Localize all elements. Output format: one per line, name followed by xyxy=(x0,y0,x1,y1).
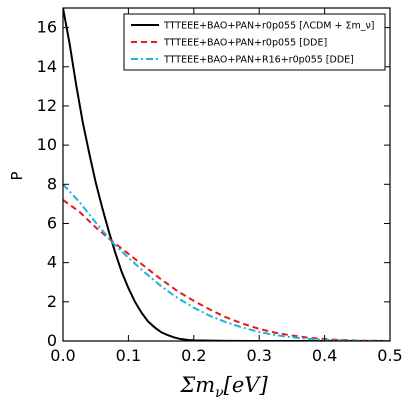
y-tick-label: 8 xyxy=(47,174,57,193)
y-tick-label: 6 xyxy=(47,213,57,232)
series-line-2 xyxy=(63,199,390,341)
x-tick-label: 0.4 xyxy=(312,346,337,365)
series-line-3 xyxy=(63,183,390,341)
y-tick-label: 14 xyxy=(37,57,57,76)
legend-label-1: TTTEEE+BAO+PAN+r0p055 [ΛCDM + Σm_ν] xyxy=(163,21,375,32)
x-axis-ticks: 0.0 0.1 0.2 0.3 0.4 0.5 xyxy=(50,8,403,365)
y-axis-ticks: 0 2 4 6 8 10 12 14 16 xyxy=(37,18,390,350)
y-tick-label: 12 xyxy=(37,96,57,115)
legend: TTTEEE+BAO+PAN+r0p055 [ΛCDM + Σm_ν] TTTEE… xyxy=(123,13,386,71)
y-tick-label: 16 xyxy=(37,18,57,37)
y-tick-label: 0 xyxy=(47,331,57,350)
legend-label-2: TTTEEE+BAO+PAN+r0p055 [DDE] xyxy=(163,38,327,49)
y-tick-label: 4 xyxy=(47,253,57,272)
x-axis-label-unit: [eV] xyxy=(224,373,269,397)
x-axis-label: Σmν[eV] xyxy=(179,373,268,401)
y-axis-label: P xyxy=(8,171,26,180)
x-tick-label: 0.0 xyxy=(50,346,75,365)
x-axis-label-sigma: Σ xyxy=(179,373,195,397)
x-tick-label: 0.2 xyxy=(181,346,206,365)
x-tick-label: 0.5 xyxy=(377,346,402,365)
x-tick-label: 0.3 xyxy=(246,346,271,365)
plot-area-frame xyxy=(62,7,391,342)
x-axis-label-sub: ν xyxy=(215,385,224,401)
x-tick-label: 0.1 xyxy=(116,346,141,365)
x-axis-label-m: m xyxy=(195,373,215,397)
legend-box xyxy=(123,13,386,71)
y-tick-label: 2 xyxy=(47,292,57,311)
y-tick-label: 10 xyxy=(37,135,57,154)
legend-label-3: TTTEEE+BAO+PAN+R16+r0p055 [DDE] xyxy=(163,55,354,66)
